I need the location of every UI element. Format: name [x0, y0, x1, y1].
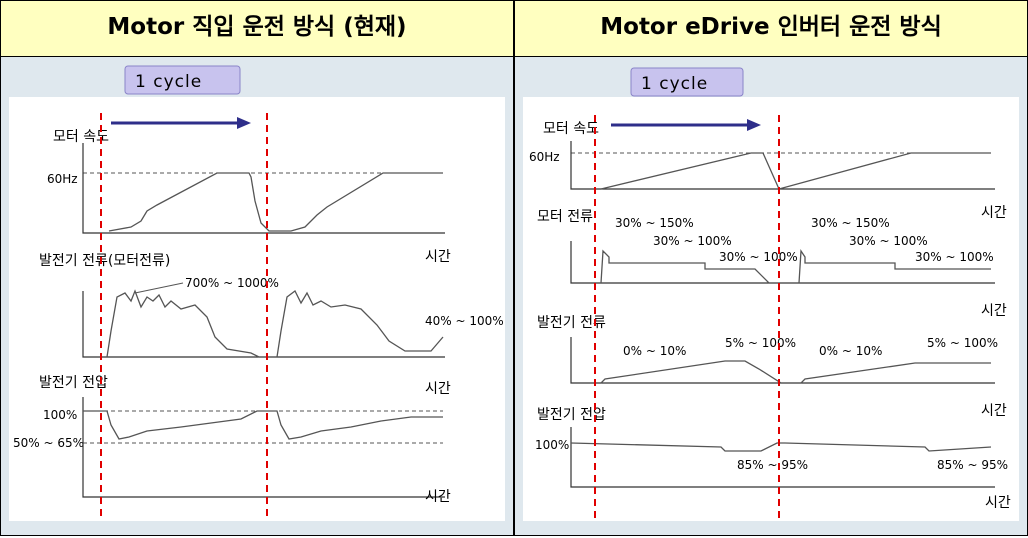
right-v-ann-2: 85% ~ 95% [937, 458, 1008, 472]
left-arrow-head [237, 117, 251, 129]
left-diagram: 1 cycle 모터 속도 60Hz 시간 발전기 전류(모터전류) 700% … [9, 65, 505, 521]
left-speed-label: 모터 속도 [53, 129, 109, 145]
right-cycle-box [630, 67, 744, 97]
right-gc-ann-4: 5% ~ 100% [927, 336, 998, 350]
right-motor-current-curve [600, 249, 991, 284]
left-time-2: 시간 [425, 381, 451, 397]
left-voltage-tick-1: 100% [43, 408, 77, 422]
left-voltage-axes [82, 397, 445, 498]
right-time-2: 시간 [981, 303, 1007, 319]
left-panel-title: Motor 직입 운전 방식 (현재) [1, 1, 513, 57]
right-mc-ann-2: 30% ~ 100% [653, 234, 732, 248]
left-cycle-label: 1 cycle [135, 72, 202, 92]
right-mc-ann-5: 30% ~ 100% [849, 234, 928, 248]
right-arrow-head [747, 119, 761, 131]
right-gen-current-curve [600, 360, 991, 384]
right-mc-ann-4: 30% ~ 150% [811, 216, 890, 230]
left-plot-area [9, 97, 505, 521]
right-time-3: 시간 [981, 403, 1007, 419]
right-gc-ann-3: 0% ~ 10% [819, 344, 882, 358]
right-speed-tick: 60Hz [529, 150, 560, 164]
right-mc-ann-6: 30% ~ 100% [915, 250, 994, 264]
left-current-axes [82, 291, 445, 358]
left-time-1: 시간 [425, 249, 451, 265]
right-gen-current-axes [570, 337, 995, 384]
left-speed-curve [108, 172, 443, 232]
left-voltage-curve [83, 410, 443, 440]
left-voltage-tick-2: 50% ~ 65% [13, 436, 84, 450]
right-gc-ann-2: 5% ~ 100% [725, 336, 796, 350]
right-v-ann-1: 85% ~ 95% [737, 458, 808, 472]
right-voltage-label: 발전기 전압 [537, 407, 606, 423]
right-gc-ann-1: 0% ~ 10% [623, 344, 686, 358]
right-speed-curve [600, 152, 991, 190]
left-current-ann-2: 40% ~ 100% [425, 314, 504, 328]
right-panel: Motor eDrive 인버터 운전 방식 1 cycle 모터 속도 60H… [514, 0, 1028, 536]
left-panel: Motor 직입 운전 방식 (현재) 1 cycle 모터 속도 60Hz 시… [0, 0, 514, 536]
left-current-ann-1: 700% ~ 1000% [185, 276, 279, 290]
left-speed-axes [82, 143, 445, 234]
right-time-4: 시간 [985, 495, 1011, 511]
right-speed-label: 모터 속도 [543, 121, 599, 137]
right-voltage-axes [570, 427, 995, 488]
left-voltage-label: 발전기 전압 [39, 375, 108, 391]
right-panel-title: Motor eDrive 인버터 운전 방식 [515, 1, 1027, 57]
left-current-ann-1-leader [134, 282, 184, 294]
right-mc-ann-1: 30% ~ 150% [615, 216, 694, 230]
right-motor-current-label: 모터 전류 [537, 209, 593, 225]
left-cycle-box [124, 65, 241, 95]
left-speed-tick: 60Hz [47, 172, 78, 186]
right-motor-current-axes [570, 241, 995, 284]
right-voltage-tick: 100% [535, 438, 569, 452]
left-time-3: 시간 [425, 489, 451, 505]
right-speed-axes [570, 141, 995, 190]
right-mc-ann-3: 30% ~ 100% [719, 250, 798, 264]
left-current-label: 발전기 전류(모터전류) [39, 253, 170, 269]
right-time-1: 시간 [981, 205, 1007, 221]
right-gen-current-label: 발전기 전류 [537, 315, 606, 331]
right-diagram: 1 cycle 모터 속도 60Hz 시간 모터 전류 30% ~ 150% 3… [523, 67, 1019, 521]
left-current-curve [106, 289, 444, 358]
right-voltage-curve [570, 442, 992, 452]
right-cycle-label: 1 cycle [641, 74, 708, 94]
